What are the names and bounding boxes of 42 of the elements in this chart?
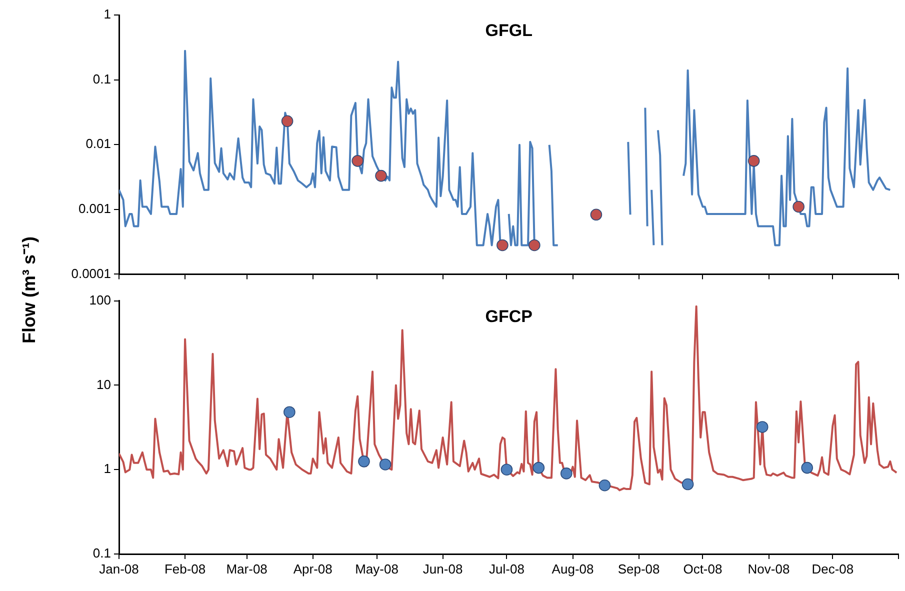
point — [682, 478, 694, 490]
x-tick-label: Apr-08 — [293, 561, 332, 576]
point — [590, 208, 602, 221]
point — [284, 406, 296, 418]
point — [528, 239, 540, 252]
chart-title: GFGL — [485, 21, 532, 40]
point — [496, 239, 508, 252]
x-tick-label: Sep-08 — [618, 561, 660, 576]
x-tick-label: Mar-08 — [226, 561, 268, 576]
point — [358, 456, 370, 468]
x-tick-label: Feb-08 — [164, 561, 206, 576]
y-tick-label: 1 — [104, 461, 111, 476]
point — [352, 155, 364, 167]
point — [598, 479, 611, 492]
point — [375, 170, 387, 182]
x-tick-label: Nov-08 — [748, 561, 790, 576]
point — [801, 462, 813, 474]
x-tick-label: May-08 — [355, 561, 398, 576]
y-tick-label: 0.001 — [78, 200, 111, 216]
x-tick-label: Dec-08 — [812, 561, 854, 576]
point — [560, 468, 572, 480]
x-tick-label: Aug-08 — [552, 561, 594, 576]
x-tick-label: Jan-08 — [99, 561, 139, 576]
point — [792, 200, 804, 213]
y-tick-label: 100 — [89, 292, 111, 308]
y-axis-title: Flow (m³ s⁻¹) — [18, 236, 40, 344]
y-tick-label: 1 — [104, 6, 111, 22]
point — [756, 421, 768, 433]
point — [281, 115, 294, 128]
point — [379, 458, 392, 470]
y-tick-label: 0.0001 — [71, 266, 111, 281]
x-tick-label: Jul-08 — [489, 561, 524, 576]
y-tick-label: 0.01 — [86, 136, 111, 152]
chart-title: GFCP — [485, 306, 532, 326]
point — [532, 462, 545, 474]
x-tick-label: Oct-08 — [683, 561, 722, 576]
point — [748, 155, 760, 167]
y-tick-label: 0.1 — [92, 71, 111, 86]
y-tick-label: 10 — [96, 376, 111, 392]
x-tick-label: Jun-08 — [422, 561, 463, 576]
point — [500, 464, 513, 476]
y-tick-label: 0.1 — [92, 546, 111, 561]
